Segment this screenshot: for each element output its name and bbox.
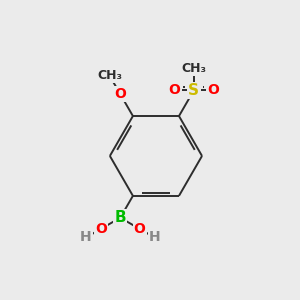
Text: B: B xyxy=(115,210,126,225)
Text: O: O xyxy=(114,87,126,101)
Text: O: O xyxy=(134,222,146,236)
Text: O: O xyxy=(95,222,107,236)
Text: O: O xyxy=(169,83,181,97)
Text: H: H xyxy=(80,230,92,244)
Text: S: S xyxy=(188,83,199,98)
Text: H: H xyxy=(149,230,160,244)
Text: CH₃: CH₃ xyxy=(181,61,206,74)
Text: CH₃: CH₃ xyxy=(97,69,122,82)
Text: O: O xyxy=(207,83,219,97)
